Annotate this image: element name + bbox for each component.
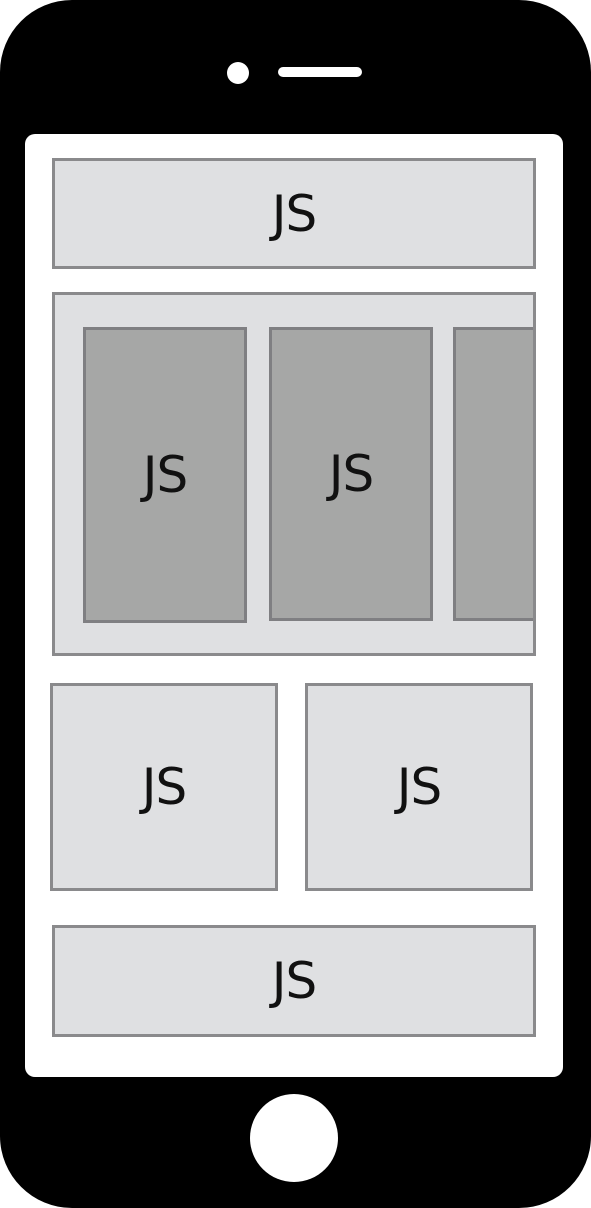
earpiece-speaker [278,67,362,77]
home-button[interactable] [250,1094,338,1182]
right-tile: JS [305,683,533,891]
left-tile: JS [50,683,278,891]
carousel-card[interactable]: JS [83,327,247,623]
footer-block: JS [52,925,536,1037]
carousel[interactable]: JS JS [52,292,536,656]
carousel-card-partial[interactable] [453,327,533,621]
carousel-card-label: JS [142,446,188,504]
phone-screen: JS JS JS JS JS JS [25,134,563,1077]
header-block-label: JS [271,184,317,243]
right-tile-label: JS [396,758,442,816]
left-tile-label: JS [141,758,187,816]
carousel-card-label: JS [328,445,374,503]
header-block: JS [52,158,536,269]
front-camera [227,62,249,84]
carousel-card[interactable]: JS [269,327,433,621]
footer-block-label: JS [271,952,317,1010]
